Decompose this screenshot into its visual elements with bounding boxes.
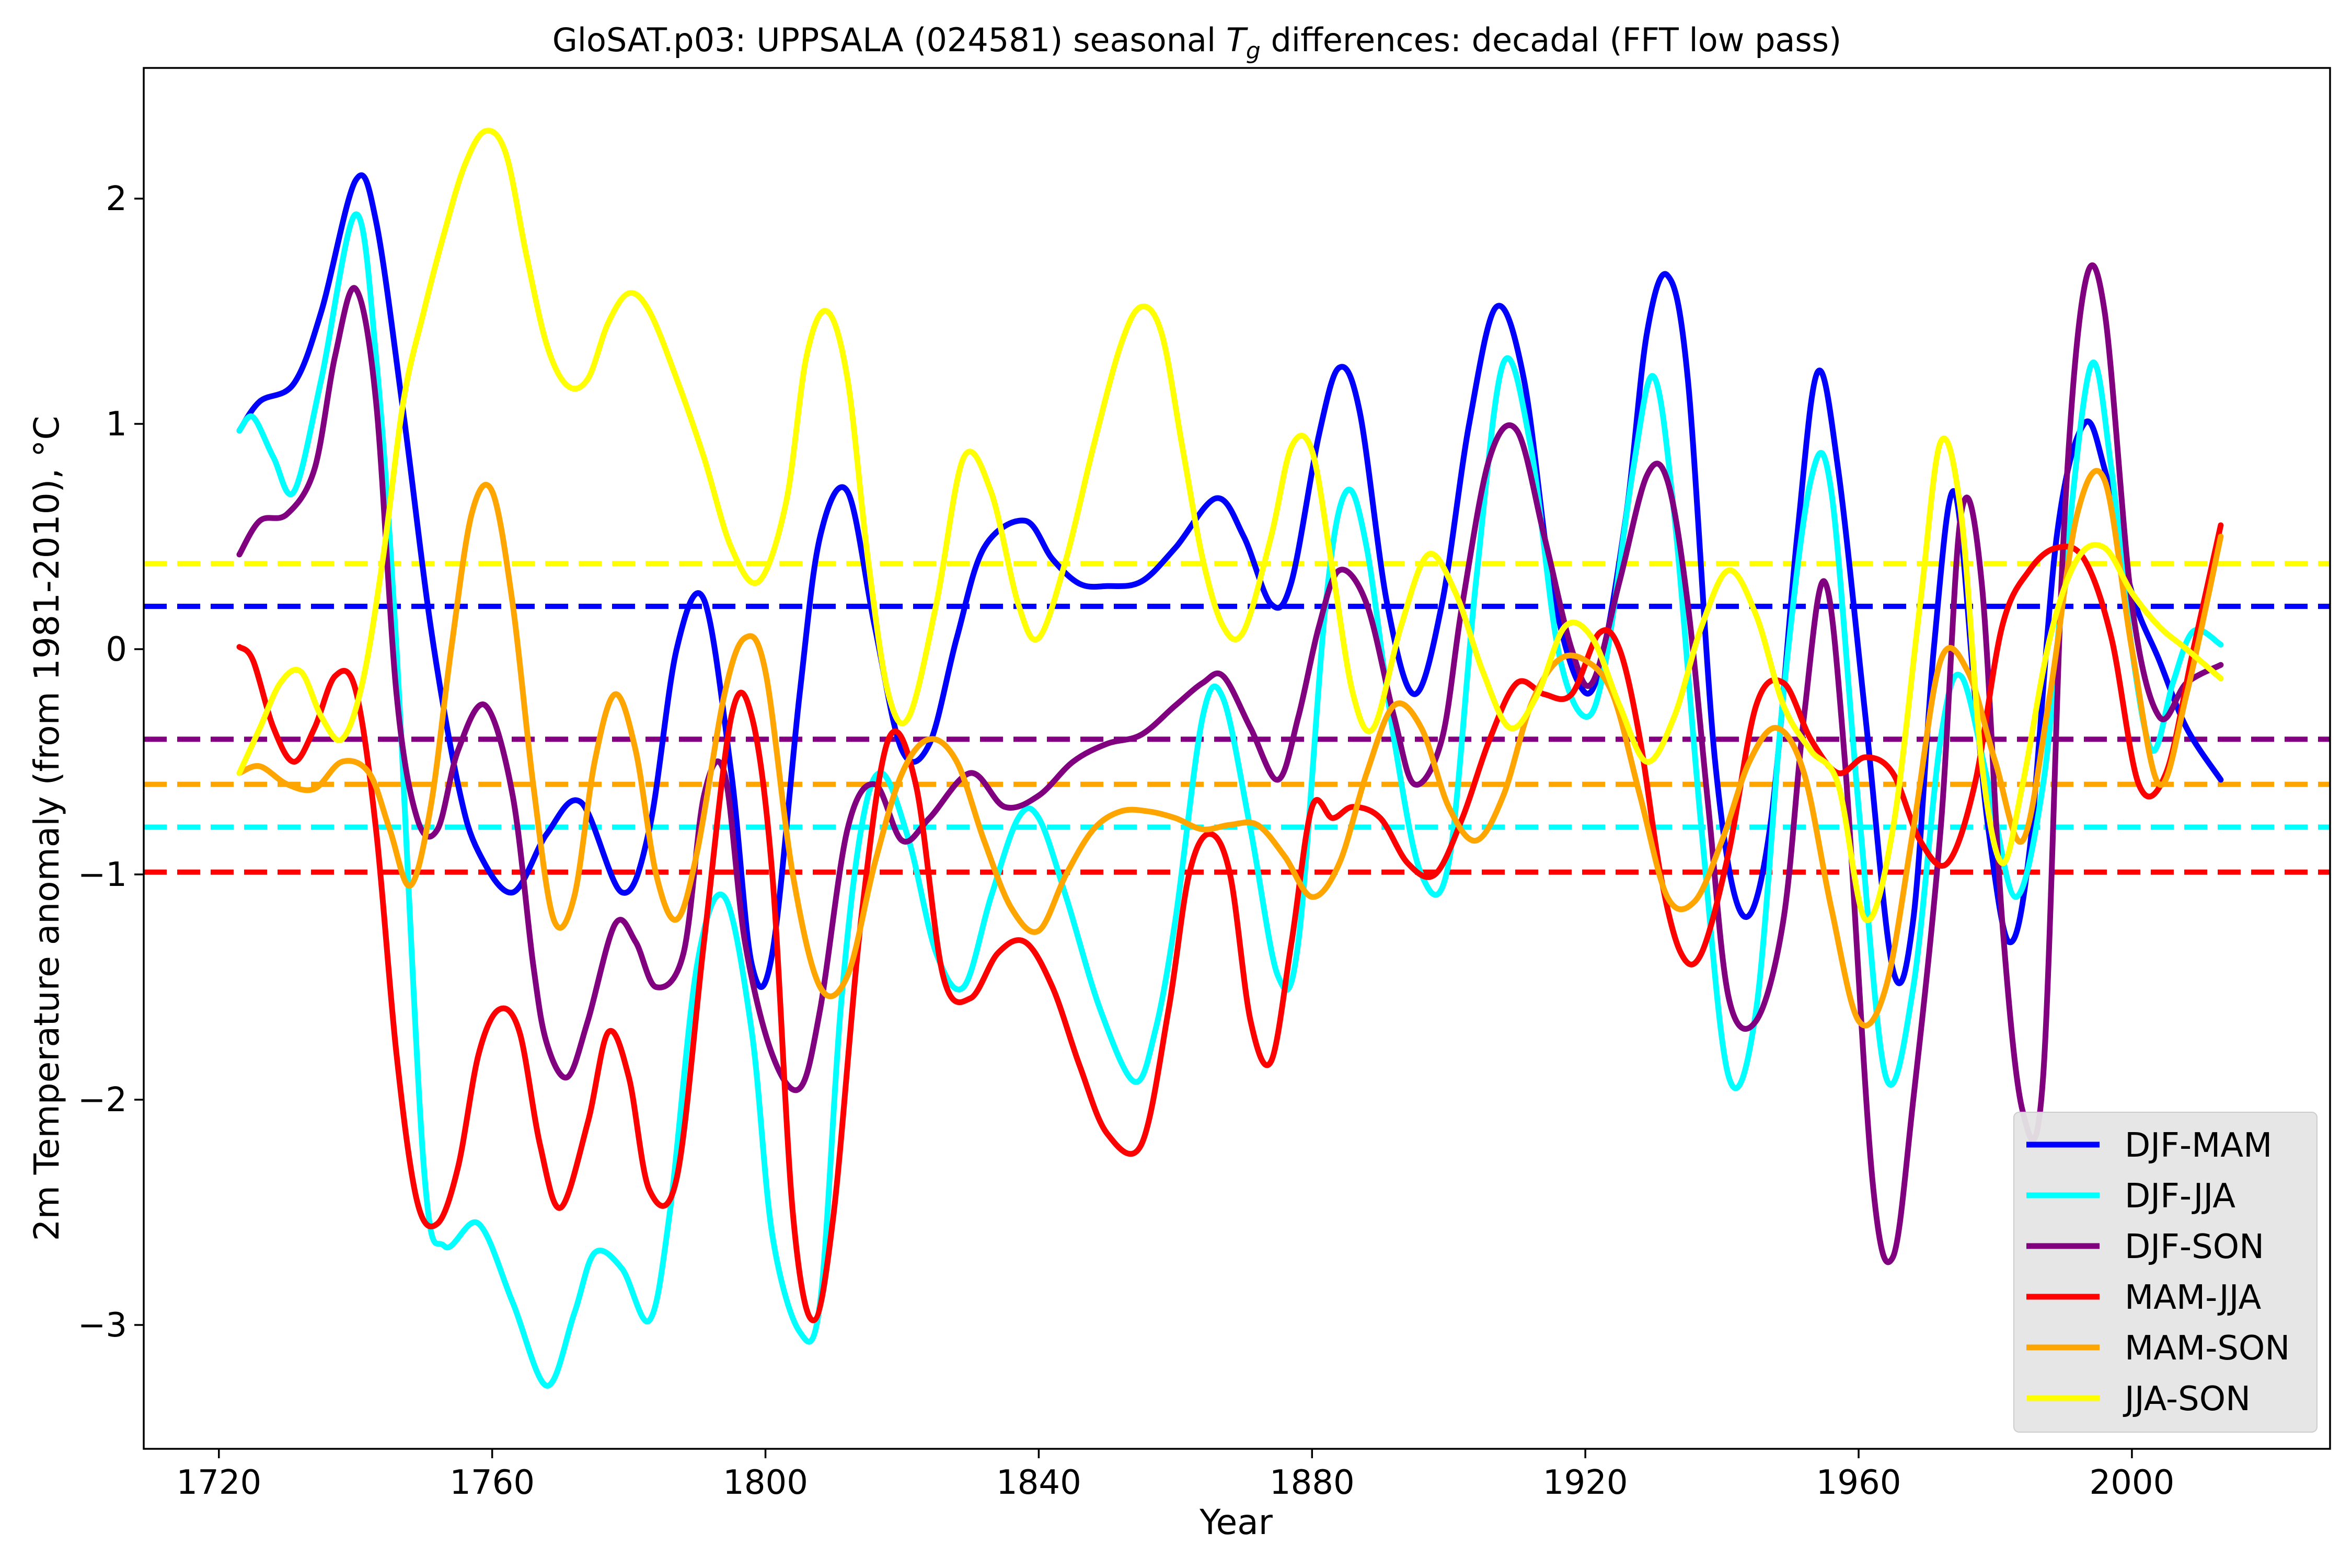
series-line-djf-jja [236,211,2224,1389]
chart-title-suffix: differences: decadal (FFT low pass) [1261,21,1841,59]
x-tick-label-1880: 1880 [1270,1463,1355,1502]
legend: DJF-MAM DJF-JJA DJF-SON MAM-JJA MAM-SON JJA-S… [2013,1112,2318,1433]
y-tick-label-2: 2 [106,180,127,218]
x-tick-label-1840: 1840 [996,1463,1081,1502]
x-tick-label-2000: 2000 [2089,1463,2174,1502]
legend-label-jja-son: JJA-SON [2123,1380,2251,1419]
y-tick-label-1: −1 [78,856,127,894]
legend-label-djf-son: DJF-SON [2125,1228,2264,1266]
series-line-jja-son [236,128,2224,924]
legend-label-djf-mam: DJF-MAM [2125,1126,2272,1165]
series-line-mam-son [236,468,2224,1029]
y-tick-label-1: 1 [106,405,127,444]
x-tick-label-1720: 1720 [176,1463,261,1502]
chart-title-prefix: GloSAT.p03: UPPSALA (024581) seasonal [552,21,1226,59]
legend-label-mam-son: MAM-SON [2125,1329,2290,1368]
y-axis-label: 2m Temperature anomaly (from 1981-2010),… [27,416,67,1241]
series-line-djf-mam [236,172,2224,990]
x-tick-label-1800: 1800 [723,1463,808,1502]
chart-title-subscript: g [1246,38,1261,64]
y-axis: −3 −2 −1 0 1 2 [78,180,144,1345]
x-tick-label-1760: 1760 [449,1463,535,1502]
x-tick-label-1960: 1960 [1816,1463,1901,1502]
legend-label-mam-jja: MAM-JJA [2125,1278,2262,1317]
x-axis-label: Year [1199,1502,1273,1542]
plot-frame [143,67,2331,1450]
chart-title-symbol: T [1226,21,1248,59]
x-axis: 1720 1760 1800 1840 1880 1920 1960 2000 [176,1449,2174,1502]
legend-box [2013,1112,2318,1433]
y-tick-label-2: −2 [78,1081,127,1120]
x-tick-label-1920: 1920 [1543,1463,1628,1502]
y-tick-label-3: −3 [78,1306,127,1345]
y-tick-label-0: 0 [106,630,127,669]
legend-label-djf-jja: DJF-JJA [2125,1177,2235,1216]
chart-title: GloSAT.p03: UPPSALA (024581) seasonal Tg… [552,21,1841,64]
series-line-djf-son [236,262,2224,1265]
plot-area [143,67,2331,1450]
